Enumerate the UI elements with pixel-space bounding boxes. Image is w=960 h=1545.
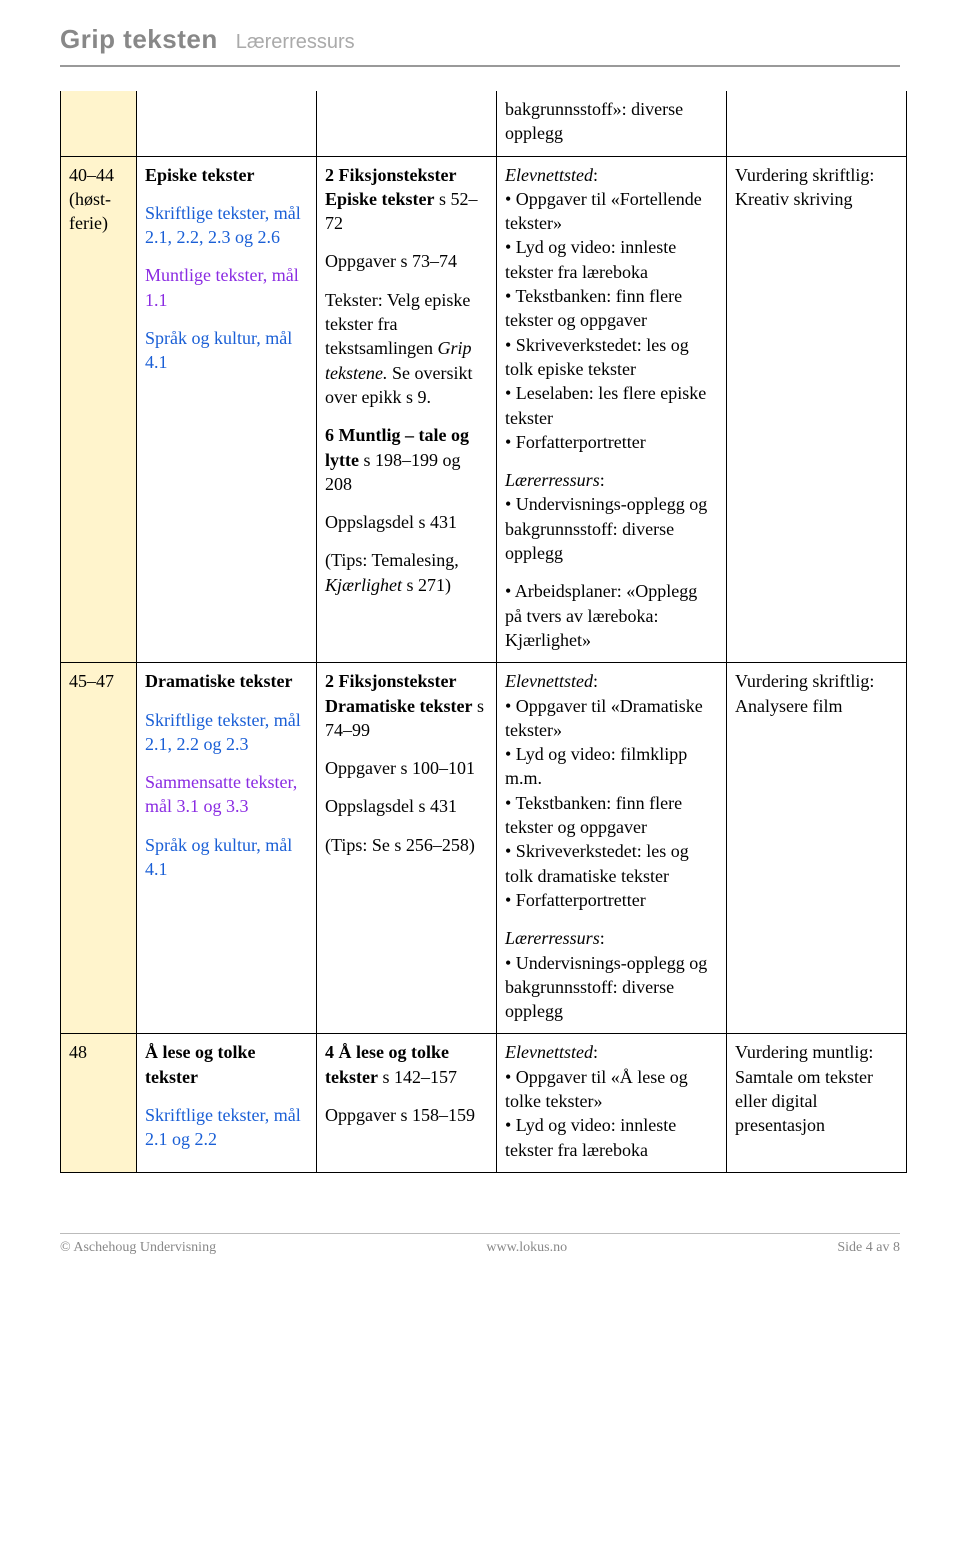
topic-cell [137,91,317,156]
bullet: • Forfatterportretter [505,430,718,454]
bullet: • Undervisnings-opplegg og bakgrunnsstof… [505,492,718,565]
text: 2 Fiksjonstekster Episke tekster [325,165,456,209]
pages-cell: 2 Fiksjonstekster Episke tekster s 52–72… [317,156,497,663]
period-cell [61,91,137,156]
text: s 271) [402,575,451,595]
assessment-heading: Vurdering muntlig: [735,1040,898,1064]
text: Oppslagsdel s 431 [325,794,488,818]
topic-title: Å lese og tolke tekster [145,1040,308,1089]
resources-cell: Elevnettsted: • Oppgaver til «Fortellend… [497,156,727,663]
text: Kjærlighet [325,575,402,595]
goal-purple: Sammensatte tekster, mål 3.1 og 3.3 [145,770,308,819]
assessment-cell: Vurdering muntlig: Samtale om tekster el… [727,1034,907,1172]
assessment-heading: Vurdering skriftlig: [735,669,898,693]
text: Elevnettsted [505,165,593,185]
text: Elevnettsted [505,1042,593,1062]
topic-cell: Å lese og tolke tekster Skriftlige tekst… [137,1034,317,1172]
table-row: 45–47 Dramatiske tekster Skriftlige teks… [61,663,907,1034]
text: 2 Fiksjonstekster Dramatiske tekster s 7… [325,669,488,742]
table-row: 48 Å lese og tolke tekster Skriftlige te… [61,1034,907,1172]
text: Oppslagsdel s 431 [325,510,488,534]
goal-blue: Skriftlige tekster, mål 2.1 og 2.2 [145,1103,308,1152]
text: (Tips: Temalesing, [325,550,459,570]
topic-title: Dramatiske tekster [145,669,308,693]
period-cell: 40–44 (høst-ferie) [61,156,137,663]
page-footer: © Aschehoug Undervisning www.lokus.no Si… [60,1233,900,1256]
bullet: • Skriveverkstedet: les og tolk episke t… [505,333,718,382]
bullet: • Oppgaver til «Å lese og tolke tekster» [505,1065,718,1114]
text: bakgrunnsstoff»: diverse opplegg [505,97,718,146]
period-cell: 48 [61,1034,137,1172]
goal-blue: Språk og kultur, mål 4.1 [145,833,308,882]
resources-cell: bakgrunnsstoff»: diverse opplegg [497,91,727,156]
text: Elevnettsted: [505,163,718,187]
bullet: • Oppgaver til «Fortellende tekster» [505,187,718,236]
assessment-text: Kreativ skriving [735,187,898,211]
text: (Tips: Se s 256–258) [325,833,488,857]
text: Elevnettsted: [505,669,718,693]
assessment-cell: Vurdering skriftlig: Analysere film [727,663,907,1034]
text: Tekster: Velg episke tekster fra tekstsa… [325,288,488,409]
bullet: • Tekstbanken: finn flere tekster og opp… [505,284,718,333]
resources-cell: Elevnettsted: • Oppgaver til «Å lese og … [497,1034,727,1172]
bullet: • Lyd og video: innleste tekster fra lær… [505,235,718,284]
bullet: • Forfatterportretter [505,888,718,912]
page: Grip teksten Lærerressurs bakgrunnsstoff… [0,0,960,1268]
assessment-text: Analysere film [735,694,898,718]
pages-cell: 2 Fiksjonstekster Dramatiske tekster s 7… [317,663,497,1034]
text: Oppgaver s 100–101 [325,756,488,780]
goal-blue: Skriftlige tekster, mål 2.1, 2.2, 2.3 og… [145,201,308,250]
table-row: 40–44 (høst-ferie) Episke tekster Skrift… [61,156,907,663]
assessment-heading: Vurdering skriftlig: [735,163,898,187]
assessment-cell: Vurdering skriftlig: Kreativ skriving [727,156,907,663]
text: Elevnettsted: [505,1040,718,1064]
table-row-carry: bakgrunnsstoff»: diverse opplegg [61,91,907,156]
topic-cell: Dramatiske tekster Skriftlige tekster, m… [137,663,317,1034]
text: Lærerressurs [505,470,600,490]
header-subtitle: Lærerressurs [236,31,355,54]
header-title: Grip teksten [60,24,218,55]
bullet: • Leselaben: les flere episke tekster [505,381,718,430]
bullet: • Oppgaver til «Dramatiske tekster» [505,694,718,743]
page-header: Grip teksten Lærerressurs [60,24,900,67]
goal-purple: Muntlige tekster, mål 1.1 [145,263,308,312]
footer-right: Side 4 av 8 [837,1240,900,1256]
period-cell: 45–47 [61,663,137,1034]
plan-table: bakgrunnsstoff»: diverse opplegg 40–44 (… [60,91,907,1173]
assessment-text: Samtale om tekster eller digital present… [735,1065,898,1138]
text: 2 Fiksjonstekster Episke tekster s 52–72 [325,163,488,236]
text: Oppgaver s 73–74 [325,249,488,273]
text: 4 Å lese og tolke tekster s 142–157 [325,1040,488,1089]
bullet: • Lyd og video: innleste tekster fra lær… [505,1113,718,1162]
text: 2 Fiksjonstekster Dramatiske tekster [325,671,472,715]
pages-cell: 4 Å lese og tolke tekster s 142–157 Oppg… [317,1034,497,1172]
bullet: • Undervisnings-opplegg og bakgrunnsstof… [505,951,718,1024]
goal-blue: Språk og kultur, mål 4.1 [145,326,308,375]
period-text: 48 [69,1042,87,1062]
topic-title: Episke tekster [145,163,308,187]
topic-cell: Episke tekster Skriftlige tekster, mål 2… [137,156,317,663]
bullet: • Skriveverkstedet: les og tolk dramatis… [505,839,718,888]
bullet: • Arbeidsplaner: «Opplegg på tvers av læ… [505,579,718,652]
text: 6 Muntlig – tale og lytte s 198–199 og 2… [325,423,488,496]
text: s 142–157 [378,1067,457,1087]
resources-cell: Elevnettsted: • Oppgaver til «Dramatiske… [497,663,727,1034]
pages-cell [317,91,497,156]
footer-center: www.lokus.no [486,1240,567,1256]
bullet: • Tekstbanken: finn flere tekster og opp… [505,791,718,840]
footer-left: © Aschehoug Undervisning [60,1240,216,1256]
period-text: 40–44 (høst-ferie) [69,165,114,234]
text: Lærerressurs [505,928,600,948]
text: Lærerressurs: [505,468,718,492]
text: Oppgaver s 158–159 [325,1103,488,1127]
assessment-cell [727,91,907,156]
text: Lærerressurs: [505,926,718,950]
period-text: 45–47 [69,671,114,691]
bullet: • Lyd og video: filmklipp m.m. [505,742,718,791]
text: (Tips: Temalesing, Kjærlighet s 271) [325,548,488,597]
text: Elevnettsted [505,671,593,691]
goal-blue: Skriftlige tekster, mål 2.1, 2.2 og 2.3 [145,708,308,757]
